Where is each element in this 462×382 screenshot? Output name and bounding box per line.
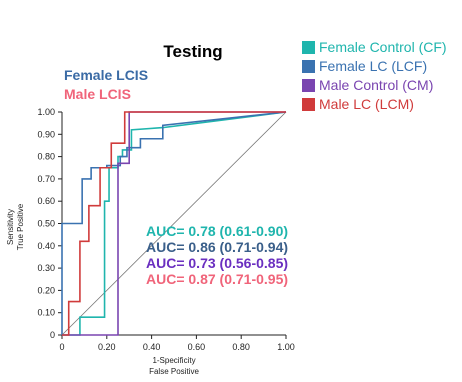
y-tick-label: 0.20 [37, 285, 55, 295]
subtitle-male-lcis: Male LCIS [64, 86, 131, 102]
legend-label-female-control-cf: Female Control (CF) [319, 39, 447, 55]
legend-swatch-female-lc-lcf [302, 60, 315, 73]
auc-annotation: AUC= 0.73 (0.56-0.85) [146, 255, 288, 271]
legend-label-male-lc-lcm: Male LC (LCM) [319, 96, 414, 112]
x-tick-label: 0 [59, 342, 64, 352]
subtitle-female-lcis: Female LCIS [64, 67, 148, 83]
y-tick-label: 0.30 [37, 263, 55, 273]
x-tick-label: 0.60 [188, 342, 206, 352]
y-axis-label-line1: Sensitivity [6, 209, 15, 245]
x-tick-label: 0.20 [98, 342, 116, 352]
legend-swatch-male-lc-lcm [302, 98, 315, 111]
series-line-male-lc-lcm [62, 111, 286, 336]
y-tick-label: 0.50 [37, 219, 55, 229]
auc-annotation: AUC= 0.87 (0.71-0.95) [146, 271, 288, 287]
y-tick-label: 0 [50, 330, 55, 340]
auc-annotation: AUC= 0.78 (0.61-0.90) [146, 223, 288, 239]
reference-diagonal-line [61, 111, 287, 336]
y-tick-label: 1.00 [37, 107, 55, 117]
legend-label-female-lc-lcf: Female LC (LCF) [319, 58, 427, 74]
y-tick-label: 0.40 [37, 241, 55, 251]
y-tick-label: 0.70 [37, 174, 55, 184]
y-axis-label-line2: True Positive [16, 203, 25, 250]
legend: Female Control (CF) Female LC (LCF) Male C… [302, 39, 447, 112]
x-axis-label-line2: False Positive [149, 367, 199, 376]
y-tick-label: 0.10 [37, 308, 55, 318]
x-tick-label: 1.00 [277, 342, 295, 352]
plot-area: 0 0.10 0.20 0.30 0.40 0.50 0.60 0.70 0.80 0.90 1.0… [37, 107, 294, 352]
series-line-female-lc-lcf [61, 111, 287, 335]
x-tick-label: 0.40 [143, 342, 161, 352]
legend-swatch-male-control-cm [302, 79, 315, 92]
x-axis-label-line1: 1-Specificity [152, 356, 195, 365]
x-tick-label: 0.80 [232, 342, 250, 352]
legend-label-male-control-cm: Male Control (CM) [319, 77, 433, 93]
y-tick-label: 0.80 [37, 152, 55, 162]
auc-annotations: AUC= 0.78 (0.61-0.90)AUC= 0.86 (0.71-0.9… [146, 223, 288, 287]
chart-title: Testing [163, 42, 222, 61]
legend-swatch-female-control-cf [302, 41, 315, 54]
y-tick-label: 0.60 [37, 196, 55, 206]
y-tick-label: 0.90 [37, 129, 55, 139]
auc-annotation: AUC= 0.86 (0.71-0.94) [146, 239, 288, 255]
